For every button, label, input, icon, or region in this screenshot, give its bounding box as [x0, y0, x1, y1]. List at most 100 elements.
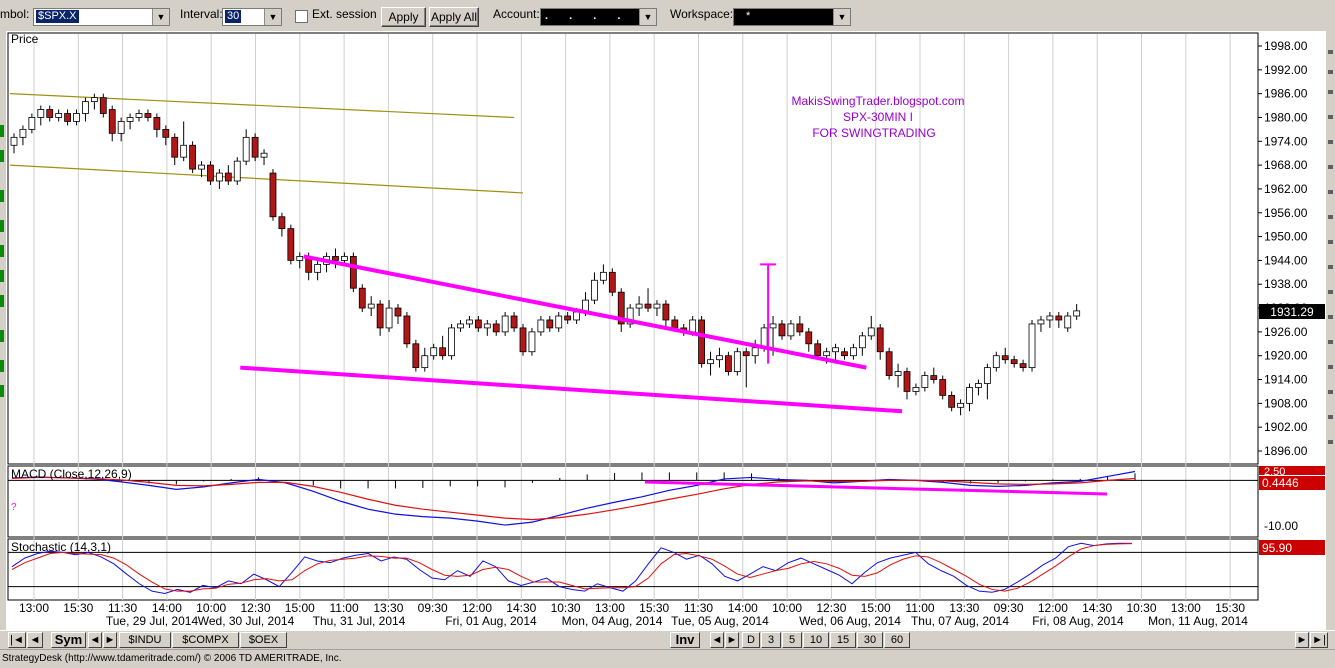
- annotation-line1: MakisSwingTrader.blogspot.com: [792, 94, 965, 108]
- x-date-tick-label: Fri, 08 Aug, 2014: [1032, 614, 1124, 628]
- first-page-button[interactable]: |◄: [8, 632, 26, 648]
- sym-button[interactable]: Sym: [51, 632, 86, 648]
- interval-tab-60[interactable]: 60: [884, 632, 910, 648]
- bottom-tab-bar: |◄ ◄ Sym ◄ ► $INDU $COMPX $OEX Inv ◄ ► D…: [0, 630, 1335, 649]
- down-candle: [617, 291, 625, 325]
- right-scroll-strip[interactable]: [1326, 31, 1335, 630]
- x-time-tick-label: 13:00: [1171, 601, 1201, 615]
- chevron-down-icon[interactable]: ▼: [639, 9, 656, 25]
- ext-session-checkbox[interactable]: [295, 10, 308, 23]
- interval-tab-d[interactable]: D: [742, 632, 760, 648]
- stoch-k-line: [11, 542, 1133, 594]
- up-candle: [751, 347, 759, 357]
- tab-compx[interactable]: $COMPX: [172, 632, 239, 648]
- up-candle: [367, 303, 375, 309]
- y-tick-label: 1974.00: [1264, 134, 1308, 148]
- down-candle: [662, 303, 670, 321]
- up-candle: [198, 164, 205, 170]
- workspace-combo[interactable]: * ▼: [733, 8, 851, 26]
- interval-tab-3[interactable]: 3: [761, 632, 781, 648]
- macd-current-box: [1259, 476, 1325, 490]
- interval-combo[interactable]: 30 ▼: [222, 8, 282, 26]
- down-candle: [224, 172, 232, 182]
- y-tick-label: 1908.00: [1264, 396, 1308, 410]
- interval-next-button[interactable]: ►: [725, 632, 739, 648]
- down-candle: [564, 315, 572, 321]
- scroll-end-button[interactable]: ►|: [1310, 632, 1328, 648]
- up-candle: [341, 256, 348, 261]
- down-candle: [99, 97, 107, 114]
- interval-tab-5[interactable]: 5: [782, 632, 802, 648]
- up-candle: [921, 375, 929, 388]
- x-time-tick-label: 09:30: [418, 601, 448, 615]
- x-time-tick-label: 12:30: [240, 601, 270, 615]
- down-candle: [948, 395, 956, 408]
- price-pane-border: [7, 32, 1259, 465]
- sym-next-button[interactable]: ►: [103, 632, 117, 648]
- x-time-tick-label: 10:00: [196, 601, 226, 615]
- down-candle: [608, 271, 616, 293]
- up-candle: [55, 113, 63, 118]
- left-strip-green-marker: [0, 360, 4, 372]
- up-candle: [850, 347, 857, 357]
- down-candle: [162, 128, 170, 138]
- down-candle: [546, 319, 554, 329]
- up-candle: [760, 327, 768, 349]
- wedge-lower-trendline: [240, 365, 903, 414]
- up-candle: [716, 355, 723, 361]
- macd-line: [11, 470, 1136, 526]
- right-strip-marker: [1328, 390, 1333, 394]
- scroll-right-button[interactable]: ►: [1295, 632, 1309, 648]
- down-candle: [903, 371, 911, 392]
- ext-session-label: Ext. session: [312, 7, 377, 21]
- x-date-tick-label: Mon, 04 Aug, 2014: [562, 614, 663, 628]
- x-time-tick-label: 13:30: [949, 601, 979, 615]
- symbol-combo[interactable]: $SPX.X ▼: [33, 8, 170, 26]
- down-candle: [189, 144, 197, 170]
- right-strip-marker: [1328, 215, 1333, 219]
- apply-button[interactable]: Apply: [381, 7, 426, 27]
- up-candle: [733, 351, 741, 372]
- up-candle: [135, 113, 143, 118]
- x-time-tick-label: 12:00: [462, 601, 492, 615]
- prev-page-button[interactable]: ◄: [27, 632, 43, 648]
- x-time-tick-label: 10:30: [1126, 601, 1156, 615]
- tab-oex[interactable]: $OEX: [240, 632, 287, 648]
- down-candle: [439, 347, 447, 357]
- account-combo[interactable]: . . . . ▼: [540, 8, 657, 26]
- right-strip-marker: [1328, 240, 1333, 244]
- interval-value: 30: [225, 10, 242, 23]
- interval-prev-button[interactable]: ◄: [710, 632, 724, 648]
- account-label: Account:: [493, 7, 540, 21]
- interval-tab-10[interactable]: 10: [803, 632, 829, 648]
- down-candle: [207, 164, 214, 182]
- y-tick-label: 1968.00: [1264, 158, 1308, 172]
- up-candle: [430, 347, 438, 357]
- up-candle: [242, 136, 250, 162]
- sym-prev-button[interactable]: ◄: [88, 632, 102, 648]
- down-candle: [394, 307, 402, 317]
- down-candle: [814, 343, 822, 357]
- down-candle: [939, 379, 947, 396]
- channel-lower-line: [9, 164, 524, 194]
- x-time-tick-label: 10:30: [551, 601, 581, 615]
- down-candle: [805, 331, 813, 345]
- chevron-down-icon[interactable]: ▼: [152, 9, 169, 25]
- down-candle: [1010, 359, 1018, 365]
- up-candle: [90, 97, 98, 102]
- down-candle: [510, 315, 518, 329]
- tab-indu[interactable]: $INDU: [119, 632, 171, 648]
- symbol-value: $SPX.X: [36, 10, 79, 23]
- interval-tab-30[interactable]: 30: [857, 632, 883, 648]
- inv-button[interactable]: Inv: [670, 632, 700, 648]
- macd-current-label: 0.4446: [1262, 476, 1299, 490]
- up-candle: [117, 121, 125, 134]
- apply-all-button[interactable]: Apply All: [429, 7, 479, 27]
- price-axis-panel: [1258, 31, 1326, 630]
- chevron-down-icon[interactable]: ▼: [264, 9, 281, 25]
- up-candle: [37, 109, 45, 118]
- down-candle: [1055, 315, 1063, 321]
- chevron-down-icon[interactable]: ▼: [833, 9, 850, 25]
- interval-tab-15[interactable]: 15: [830, 632, 856, 648]
- toolbar: mbol: $SPX.X ▼ Interval: 30 ▼ Ext. sessi…: [0, 0, 1335, 32]
